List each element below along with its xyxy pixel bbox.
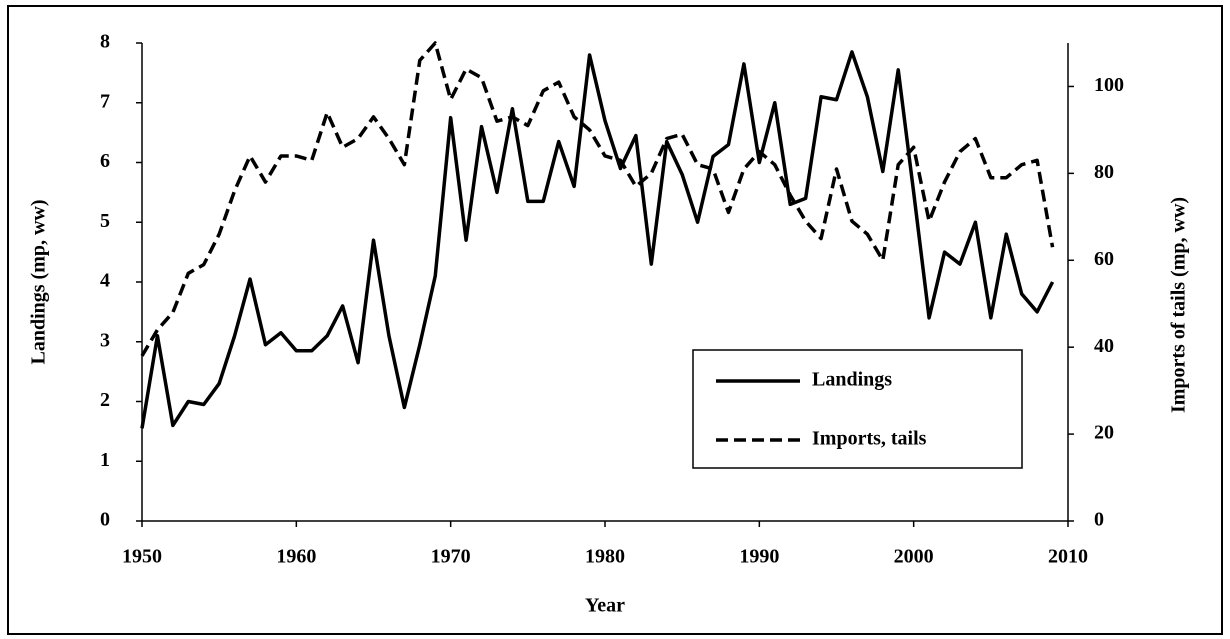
y-tick-label: 8	[100, 31, 110, 53]
y-tick-label: 1	[100, 449, 110, 471]
x-tick-label: 1980	[585, 546, 625, 568]
x-tick-label: 1960	[276, 546, 316, 568]
line-series	[140, 41, 1055, 357]
x-tick-label: 1990	[739, 546, 779, 568]
y-axis-label: Landings (mp, ww)	[28, 199, 50, 364]
y-tick-label: 5	[100, 210, 110, 232]
y-tick-label: 0	[100, 509, 110, 531]
y2-tick-label: 60	[1094, 248, 1114, 270]
y2-tick-label: 20	[1094, 422, 1114, 444]
x-tick-label: 1970	[431, 546, 471, 568]
y-tick-label: 7	[100, 90, 110, 112]
y-tick-label: 3	[100, 329, 110, 351]
y2-tick-label: 40	[1094, 335, 1114, 357]
legend-box	[692, 349, 1023, 469]
y-tick-label: 2	[100, 389, 110, 411]
y-tick-label: 4	[100, 270, 110, 292]
x-tick-label: 2000	[894, 546, 934, 568]
y-tick-label: 6	[100, 150, 110, 172]
x-tick-label: 2010	[1048, 546, 1088, 568]
x-axis-label: Year	[585, 595, 625, 617]
y2-tick-label: 100	[1094, 74, 1124, 96]
line-series	[140, 50, 1055, 429]
frame	[7, 5, 1223, 635]
y2-tick-label: 80	[1094, 161, 1114, 183]
legend-label: Imports, tails	[812, 428, 927, 450]
x-tick-label: 1950	[122, 546, 162, 568]
y2-tick-label: 0	[1094, 509, 1104, 531]
y2-axis-label: Imports of tails (mp, ww)	[1168, 197, 1190, 413]
legend-label: Landings	[812, 369, 892, 391]
